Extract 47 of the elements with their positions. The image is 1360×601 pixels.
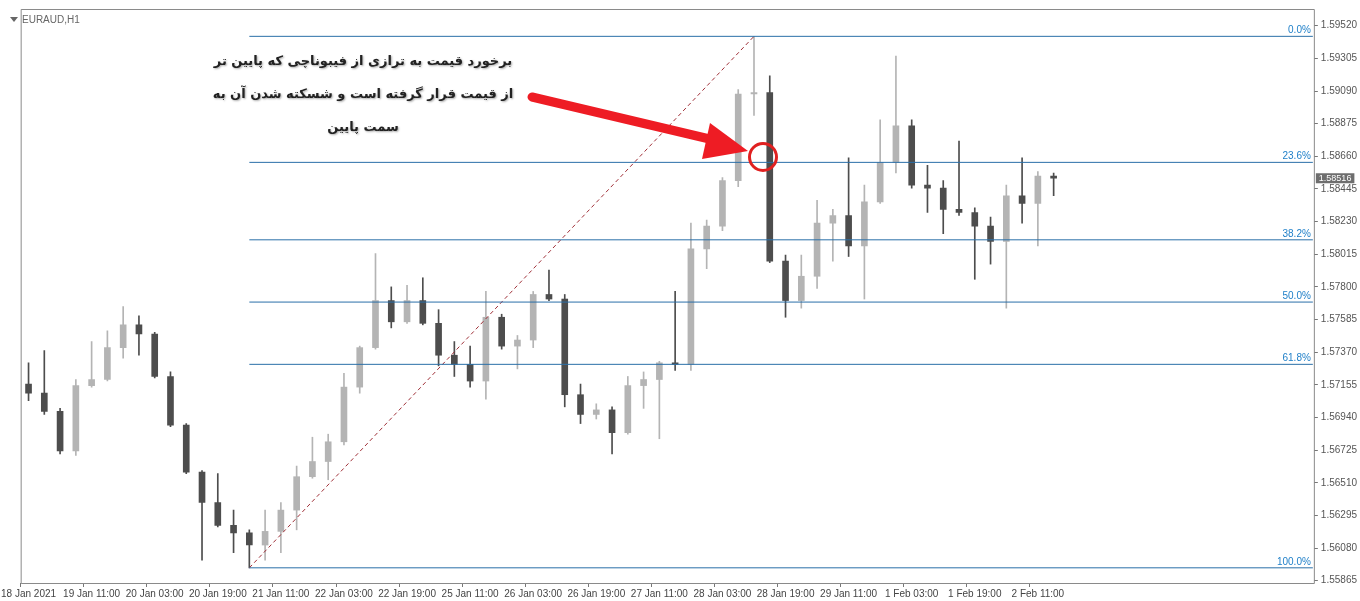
x-tick-label: 1 Feb 19:00	[948, 587, 1002, 599]
x-tick-label: 19 Jan 11:00	[63, 587, 121, 599]
y-tick-label: 1.58660	[1320, 150, 1358, 162]
y-tick-label: 1.57800	[1320, 280, 1358, 292]
x-tick-label: 21 Jan 11:00	[252, 587, 310, 599]
y-tick-label: 1.58230	[1320, 215, 1358, 227]
x-tick-label: 22 Jan 03:00	[315, 587, 374, 599]
x-tick-label: 28 Jan 19:00	[756, 587, 815, 599]
annotation: 23.6%	[1282, 150, 1311, 162]
x-tick-label: 22 Jan 19:00	[378, 587, 437, 599]
x-tick-label: 18 Jan 2021	[1, 587, 57, 599]
y-tick-label: 1.58875	[1320, 117, 1358, 129]
y-tick-label: 1.55865	[1320, 574, 1358, 586]
y-tick-label: 1.57585	[1320, 313, 1358, 325]
y-tick-label: 1.57370	[1320, 345, 1358, 357]
y-tick-label: 1.56080	[1320, 541, 1358, 553]
y-tick-label: 1.59090	[1320, 84, 1358, 96]
x-tick-label: 28 Jan 03:00	[693, 587, 752, 599]
x-tick-label: 29 Jan 11:00	[820, 587, 878, 599]
annotation: 100.0%	[1276, 555, 1311, 567]
text: EURAUD,H1	[22, 14, 80, 25]
y-tick-label: 1.59520	[1320, 19, 1358, 31]
candlestick	[971, 207, 979, 280]
y-tick-label: 1.56725	[1320, 443, 1358, 455]
annotation: 0.0%	[1288, 24, 1311, 36]
y-tick-label: 1.59305	[1320, 52, 1358, 64]
annotation: 38.2%	[1282, 227, 1311, 239]
y-tick-label: 1.56295	[1320, 509, 1358, 521]
x-tick-label: 27 Jan 11:00	[630, 587, 689, 599]
candlestick	[955, 140, 963, 216]
x-tick-label: 26 Jan 19:00	[567, 587, 626, 599]
y-tick-label: 1.56510	[1320, 476, 1358, 488]
text: 1.58516	[1318, 172, 1352, 183]
y-tick-label: 1.57155	[1320, 378, 1358, 390]
x-tick-label: 1 Feb 03:00	[885, 587, 939, 599]
y-tick-label: 1.58445	[1320, 182, 1358, 194]
x-tick-label: 20 Jan 19:00	[188, 587, 248, 599]
x-tick-label: 2 Feb 11:00	[1011, 587, 1065, 599]
annotation: 50.0%	[1282, 289, 1311, 301]
annotation: 61.8%	[1282, 352, 1311, 364]
y-tick-label: 1.58015	[1320, 247, 1358, 259]
x-tick-label: 26 Jan 03:00	[504, 587, 563, 599]
text: برخورد قیمت به ترازی از فیبوناچی که پایین تر از قیمت قرار گرفته است و شسکته شدن آن به سمت پایین	[212, 53, 514, 134]
x-tick-label: 25 Jan 11:00	[441, 587, 500, 599]
x-tick-label: 20 Jan 03:00	[125, 587, 185, 599]
y-tick-label: 1.56940	[1320, 411, 1358, 423]
candlestick	[1018, 157, 1026, 224]
